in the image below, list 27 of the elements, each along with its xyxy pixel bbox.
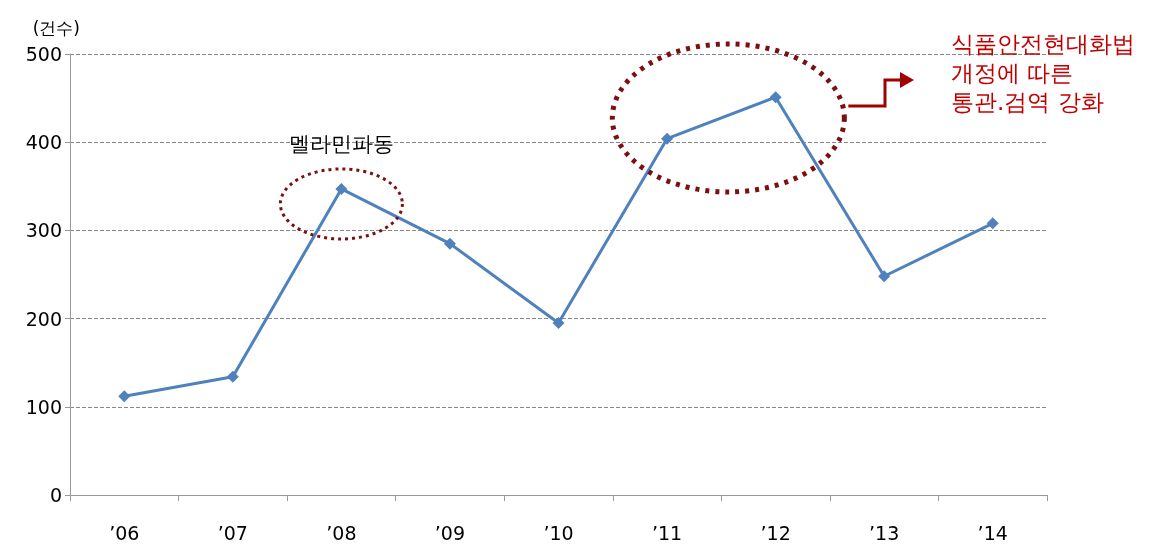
point	[661, 132, 674, 145]
point	[226, 370, 239, 383]
y-tick-label: 300	[25, 219, 62, 242]
y-tick-label: 400	[25, 131, 62, 154]
x-tick-label: ’14	[977, 521, 1008, 544]
y-tick-label: 500	[25, 43, 62, 65]
point	[118, 390, 131, 403]
y-tick-label: 100	[25, 395, 62, 418]
point	[443, 237, 456, 250]
y-axis-title: (건수)	[32, 17, 80, 38]
x-tick-label: ’09	[434, 521, 466, 544]
point	[769, 91, 782, 104]
y-tick-label: 0	[49, 484, 62, 506]
point	[335, 182, 348, 195]
x-tick-label: ’07	[217, 521, 248, 544]
point	[878, 270, 891, 283]
x-tick-label: ’11	[651, 521, 683, 544]
point	[552, 317, 565, 330]
y-tick-label: 200	[25, 307, 62, 330]
annotation: 멜라민파동	[288, 131, 394, 156]
x-tick-label: ’12	[760, 521, 791, 544]
point	[986, 217, 999, 230]
annotation: 식품안전현대화법 개정에 따른 통관.검역 강화	[951, 31, 1135, 115]
x-tick-label: ’06	[109, 521, 140, 544]
x-tick-label: ’08	[326, 521, 357, 544]
x-tick-label: ’13	[869, 521, 900, 544]
x-tick-label: ’10	[543, 521, 574, 544]
